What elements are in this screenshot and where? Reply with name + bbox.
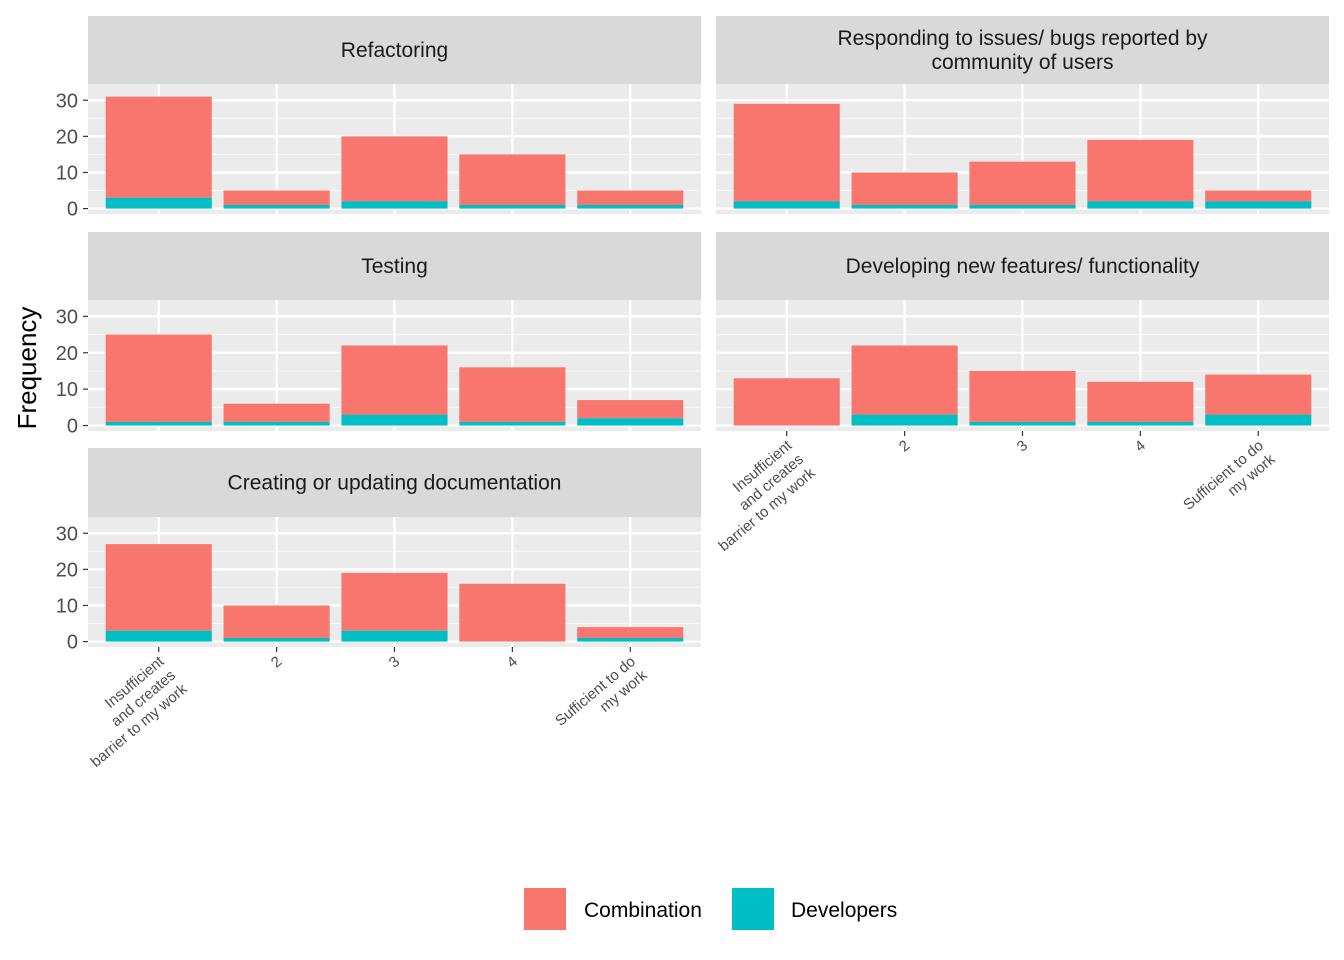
- panel-2: Responding to issues/ bugs reported byco…: [716, 16, 1329, 214]
- y-axis-title: Frequency: [12, 307, 42, 430]
- bar-combination: [851, 345, 958, 415]
- bar-combination: [459, 367, 566, 422]
- x-tick-line: 3: [1014, 437, 1031, 455]
- bar-combination: [577, 190, 684, 205]
- x-tick-line: 3: [386, 653, 403, 671]
- y-tick-label: 0: [67, 416, 78, 438]
- bar-combination: [851, 172, 958, 205]
- bar-developers: [341, 630, 448, 642]
- bar-combination: [105, 544, 212, 631]
- x-tick-label: 4: [1132, 437, 1149, 455]
- y-tick-label: 10: [56, 162, 78, 184]
- bar-developers: [105, 630, 212, 642]
- y-tick-label: 30: [56, 306, 78, 328]
- y-tick-label: 20: [56, 559, 78, 581]
- panel-title: Refactoring: [341, 39, 448, 62]
- bar-combination: [969, 161, 1076, 205]
- bar-combination: [969, 370, 1076, 422]
- bar-combination: [223, 605, 330, 638]
- bar-combination: [733, 103, 840, 202]
- bar-developers: [223, 421, 330, 426]
- bar-combination: [341, 572, 448, 631]
- y-tick-label: 30: [56, 90, 78, 112]
- bar-combination: [459, 154, 566, 205]
- bar-developers: [1205, 201, 1312, 209]
- panel-strip: [88, 448, 701, 517]
- y-tick-label: 20: [56, 126, 78, 148]
- bar-developers: [1087, 421, 1194, 426]
- bar-developers: [1087, 201, 1194, 209]
- panel-title: Testing: [361, 255, 428, 278]
- panel-title: Developing new features/ functionality: [846, 255, 1200, 278]
- panel-strip: [716, 16, 1329, 84]
- bar-combination: [577, 627, 684, 638]
- bar-combination: [341, 345, 448, 415]
- x-tick-label: Insufficientand createsbarrier to my wor…: [64, 653, 191, 771]
- panel-1: Refactoring 0 10 20 30: [56, 16, 701, 221]
- x-tick-label: 4: [504, 653, 521, 671]
- panel-title: Responding to issues/ bugs reported by: [837, 27, 1208, 50]
- bar-combination: [1205, 190, 1312, 202]
- x-tick-label: Sufficient to domy work: [1180, 437, 1279, 528]
- legend-label: Combination: [584, 899, 702, 922]
- bar-combination: [105, 334, 212, 422]
- x-tick-label: Sufficient to domy work: [552, 653, 651, 744]
- bar-combination: [1205, 374, 1312, 415]
- bar-combination: [1087, 139, 1194, 202]
- y-tick-label: 0: [67, 632, 78, 654]
- bar-developers: [733, 201, 840, 209]
- bar-developers: [969, 204, 1076, 209]
- bar-developers: [851, 414, 958, 426]
- x-tick-line: 2: [896, 437, 913, 455]
- legend-label: Developers: [791, 899, 897, 922]
- panel-4: Developing new features/ functionality In…: [692, 232, 1329, 555]
- x-tick-label: 2: [896, 437, 913, 455]
- bar-developers: [459, 204, 566, 209]
- bar-combination: [105, 96, 212, 198]
- x-tick-label: Insufficientand createsbarrier to my wor…: [692, 437, 819, 555]
- x-tick-line: 2: [268, 653, 285, 671]
- bar-developers: [341, 414, 448, 426]
- x-tick-label: 2: [268, 653, 285, 671]
- x-tick-line: 4: [1132, 437, 1149, 455]
- bar-developers: [969, 421, 1076, 426]
- y-tick-label: 10: [56, 595, 78, 617]
- bar-developers: [577, 637, 684, 642]
- panel-title: Creating or updating documentation: [228, 472, 562, 495]
- bar-developers: [851, 204, 958, 209]
- bar-combination: [223, 190, 330, 205]
- panel-strip: [88, 16, 701, 84]
- bar-combination: [733, 378, 840, 426]
- x-tick-line: 4: [504, 653, 521, 671]
- panel-5: Creating or updating documentation 0 10 20 3…: [56, 448, 701, 771]
- bar-developers: [341, 201, 448, 209]
- panel-title: community of users: [931, 51, 1113, 74]
- y-tick-label: 30: [56, 523, 78, 545]
- bar-developers: [223, 637, 330, 642]
- bar-combination: [577, 400, 684, 419]
- y-tick-label: 10: [56, 379, 78, 401]
- panel-3: Testing 0 10 20 30: [56, 232, 701, 438]
- y-tick-label: 0: [67, 199, 78, 221]
- bar-developers: [577, 204, 684, 209]
- bar-combination: [1087, 381, 1194, 422]
- legend-key-combination: [524, 888, 566, 930]
- bar-developers: [577, 418, 684, 426]
- bar-developers: [223, 204, 330, 209]
- panel-strip: [716, 232, 1329, 300]
- bar-developers: [1205, 414, 1312, 426]
- bar-combination: [223, 403, 330, 422]
- y-tick-label: 20: [56, 343, 78, 365]
- panel-strip: [88, 232, 701, 300]
- legend: Combination Developers: [524, 888, 897, 930]
- x-tick-label: 3: [386, 653, 403, 671]
- bar-developers: [105, 197, 212, 209]
- x-tick-label: 3: [1014, 437, 1031, 455]
- bar-developers: [105, 421, 212, 426]
- bar-combination: [459, 583, 566, 642]
- bar-combination: [341, 136, 448, 202]
- bar-developers: [459, 421, 566, 426]
- legend-key-developers: [732, 888, 774, 930]
